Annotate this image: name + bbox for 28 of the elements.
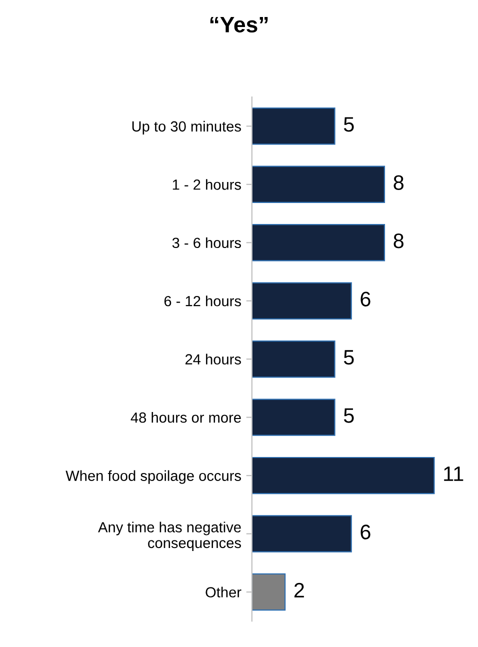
bar (252, 398, 336, 436)
bar (252, 515, 352, 552)
y-tick-label: 1 - 2 hours (172, 179, 241, 190)
data-label: 6 (360, 524, 370, 540)
bar (252, 108, 336, 145)
data-label: 5 (344, 408, 354, 423)
bar (252, 573, 286, 611)
bar (252, 224, 386, 262)
y-tick-label: Any time has negative consequences (98, 522, 241, 551)
data-label: 2 (294, 582, 304, 598)
data-label: 6 (360, 292, 370, 306)
bar (252, 456, 435, 494)
data-label: 8 (394, 233, 404, 248)
data-label: 5 (344, 350, 354, 365)
y-tick-label: 6 - 12 hours (164, 296, 241, 306)
data-label: 8 (394, 175, 404, 190)
bar (252, 340, 336, 378)
y-tick-label: 48 hours or more (130, 412, 241, 423)
y-tick-label: Other (206, 586, 242, 598)
chart-title: “Yes” (210, 16, 268, 32)
y-tick-label: 3 - 6 hours (172, 237, 241, 248)
y-tick-label: Up to 30 minutes (132, 120, 241, 134)
data-label: 5 (344, 117, 354, 132)
y-tick-label: 24 hours (185, 354, 241, 365)
bar (252, 282, 352, 320)
data-label: 11 (444, 466, 464, 481)
y-tick-label: When food spoilage occurs (66, 470, 241, 484)
bar (252, 166, 386, 203)
